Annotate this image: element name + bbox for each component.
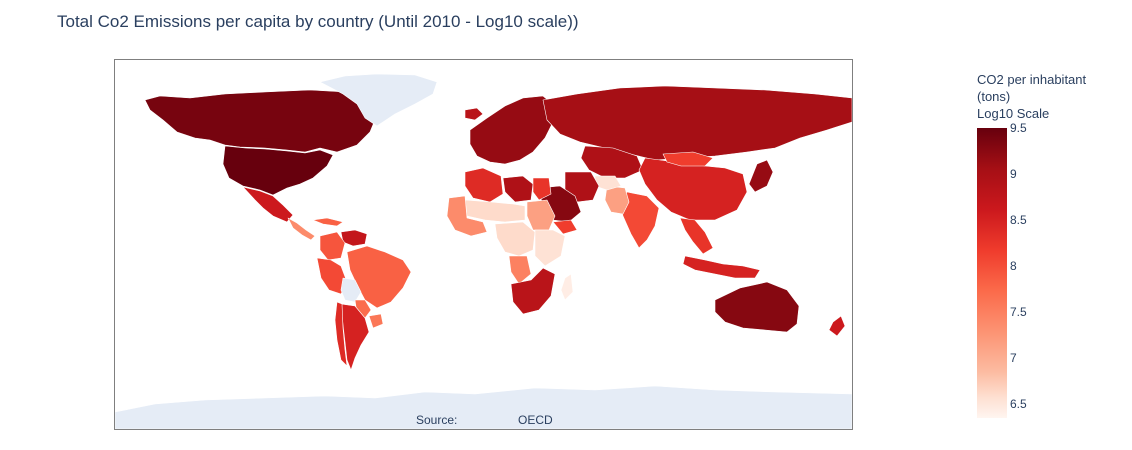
colorbar-gradient bbox=[977, 128, 1007, 418]
colorbar-tick-label: 8.5 bbox=[1010, 213, 1027, 228]
region-west-africa[interactable]: West Africa bbox=[446, 195, 488, 237]
region-libya[interactable]: Libya bbox=[502, 175, 534, 203]
region-colombia[interactable]: Colombia bbox=[319, 231, 346, 261]
region-algeria[interactable]: Algeria bbox=[464, 167, 504, 203]
region-uruguay[interactable]: Uruguay bbox=[368, 313, 384, 329]
region-indonesia[interactable]: Indonesia bbox=[682, 255, 761, 279]
region-sahel[interactable]: Sahel bbox=[464, 199, 526, 223]
region-central-africa[interactable]: Central Africa bbox=[494, 221, 536, 257]
source-annotation: Source: OECD bbox=[114, 413, 853, 429]
region-southeast-asia[interactable]: Southeast Asia bbox=[679, 217, 714, 255]
colorbar-tick-label: 9.5 bbox=[1010, 121, 1027, 135]
region-china[interactable]: China bbox=[638, 157, 748, 221]
region-mongolia[interactable]: Mongolia bbox=[662, 151, 714, 167]
region-kazakhstan[interactable]: Kazakhstan bbox=[580, 145, 644, 179]
chart-title: Total Co2 Emissions per capita by countr… bbox=[57, 12, 579, 31]
region-madagascar[interactable]: Madagascar bbox=[560, 273, 574, 301]
colorbar-title-line-2: (tons) bbox=[977, 89, 1011, 104]
region-australia[interactable]: Australia bbox=[714, 281, 800, 333]
region-mexico[interactable]: Mexico bbox=[242, 186, 294, 223]
region-southern-africa[interactable]: Southern Africa bbox=[510, 267, 556, 315]
colorbar-tick-label: 7 bbox=[1010, 351, 1017, 366]
region-yemen[interactable]: Yemen bbox=[552, 219, 578, 235]
world-map[interactable]: CanadaUnited StatesGreenlandMexicoCentra… bbox=[115, 60, 852, 429]
colorbar-tick-label: 7.5 bbox=[1010, 305, 1027, 320]
region-greenland[interactable]: Greenland bbox=[319, 73, 438, 127]
region-pakistan[interactable]: Pakistan bbox=[604, 185, 630, 215]
region-iceland[interactable]: Iceland bbox=[464, 107, 484, 121]
region-east-africa[interactable]: East Africa bbox=[534, 229, 566, 267]
region-egypt[interactable]: Egypt bbox=[532, 177, 552, 201]
region-antarctica[interactable]: Antarctica bbox=[115, 385, 852, 429]
colorbar-tick-label: 9 bbox=[1010, 167, 1017, 182]
region-argentina[interactable]: Argentina bbox=[340, 303, 370, 371]
source-label: Source: bbox=[416, 413, 458, 427]
region-angola[interactable]: Angola bbox=[508, 255, 532, 285]
region-new-zealand[interactable]: New Zealand bbox=[828, 315, 846, 337]
region-central-america[interactable]: Central America bbox=[287, 217, 316, 241]
region-caribbean[interactable]: Caribbean bbox=[312, 217, 344, 227]
map-frame[interactable]: CanadaUnited StatesGreenlandMexicoCentra… bbox=[114, 59, 853, 430]
source-value: OECD bbox=[518, 413, 553, 427]
colorbar-title-line-1: CO2 per inhabitant bbox=[977, 72, 1087, 87]
colorbar-tick-label: 6.5 bbox=[1010, 397, 1027, 412]
region-russia[interactable]: Russia bbox=[542, 85, 852, 161]
colorbar-title-line-3: Log10 Scale bbox=[977, 106, 1050, 121]
region-canada[interactable]: Canada bbox=[144, 89, 378, 153]
region-united-states[interactable]: United States bbox=[222, 145, 334, 196]
region-europe[interactable]: Europe bbox=[469, 95, 556, 165]
region-japan[interactable]: Japan bbox=[748, 159, 774, 193]
country-regions[interactable]: CanadaUnited StatesGreenlandMexicoCentra… bbox=[115, 73, 852, 429]
region-chile[interactable]: Chile bbox=[334, 301, 348, 367]
colorbar-legend: CO2 per inhabitant (tons) Log10 Scale 9.… bbox=[977, 71, 1087, 418]
colorbar-tick-label: 8 bbox=[1010, 259, 1017, 274]
